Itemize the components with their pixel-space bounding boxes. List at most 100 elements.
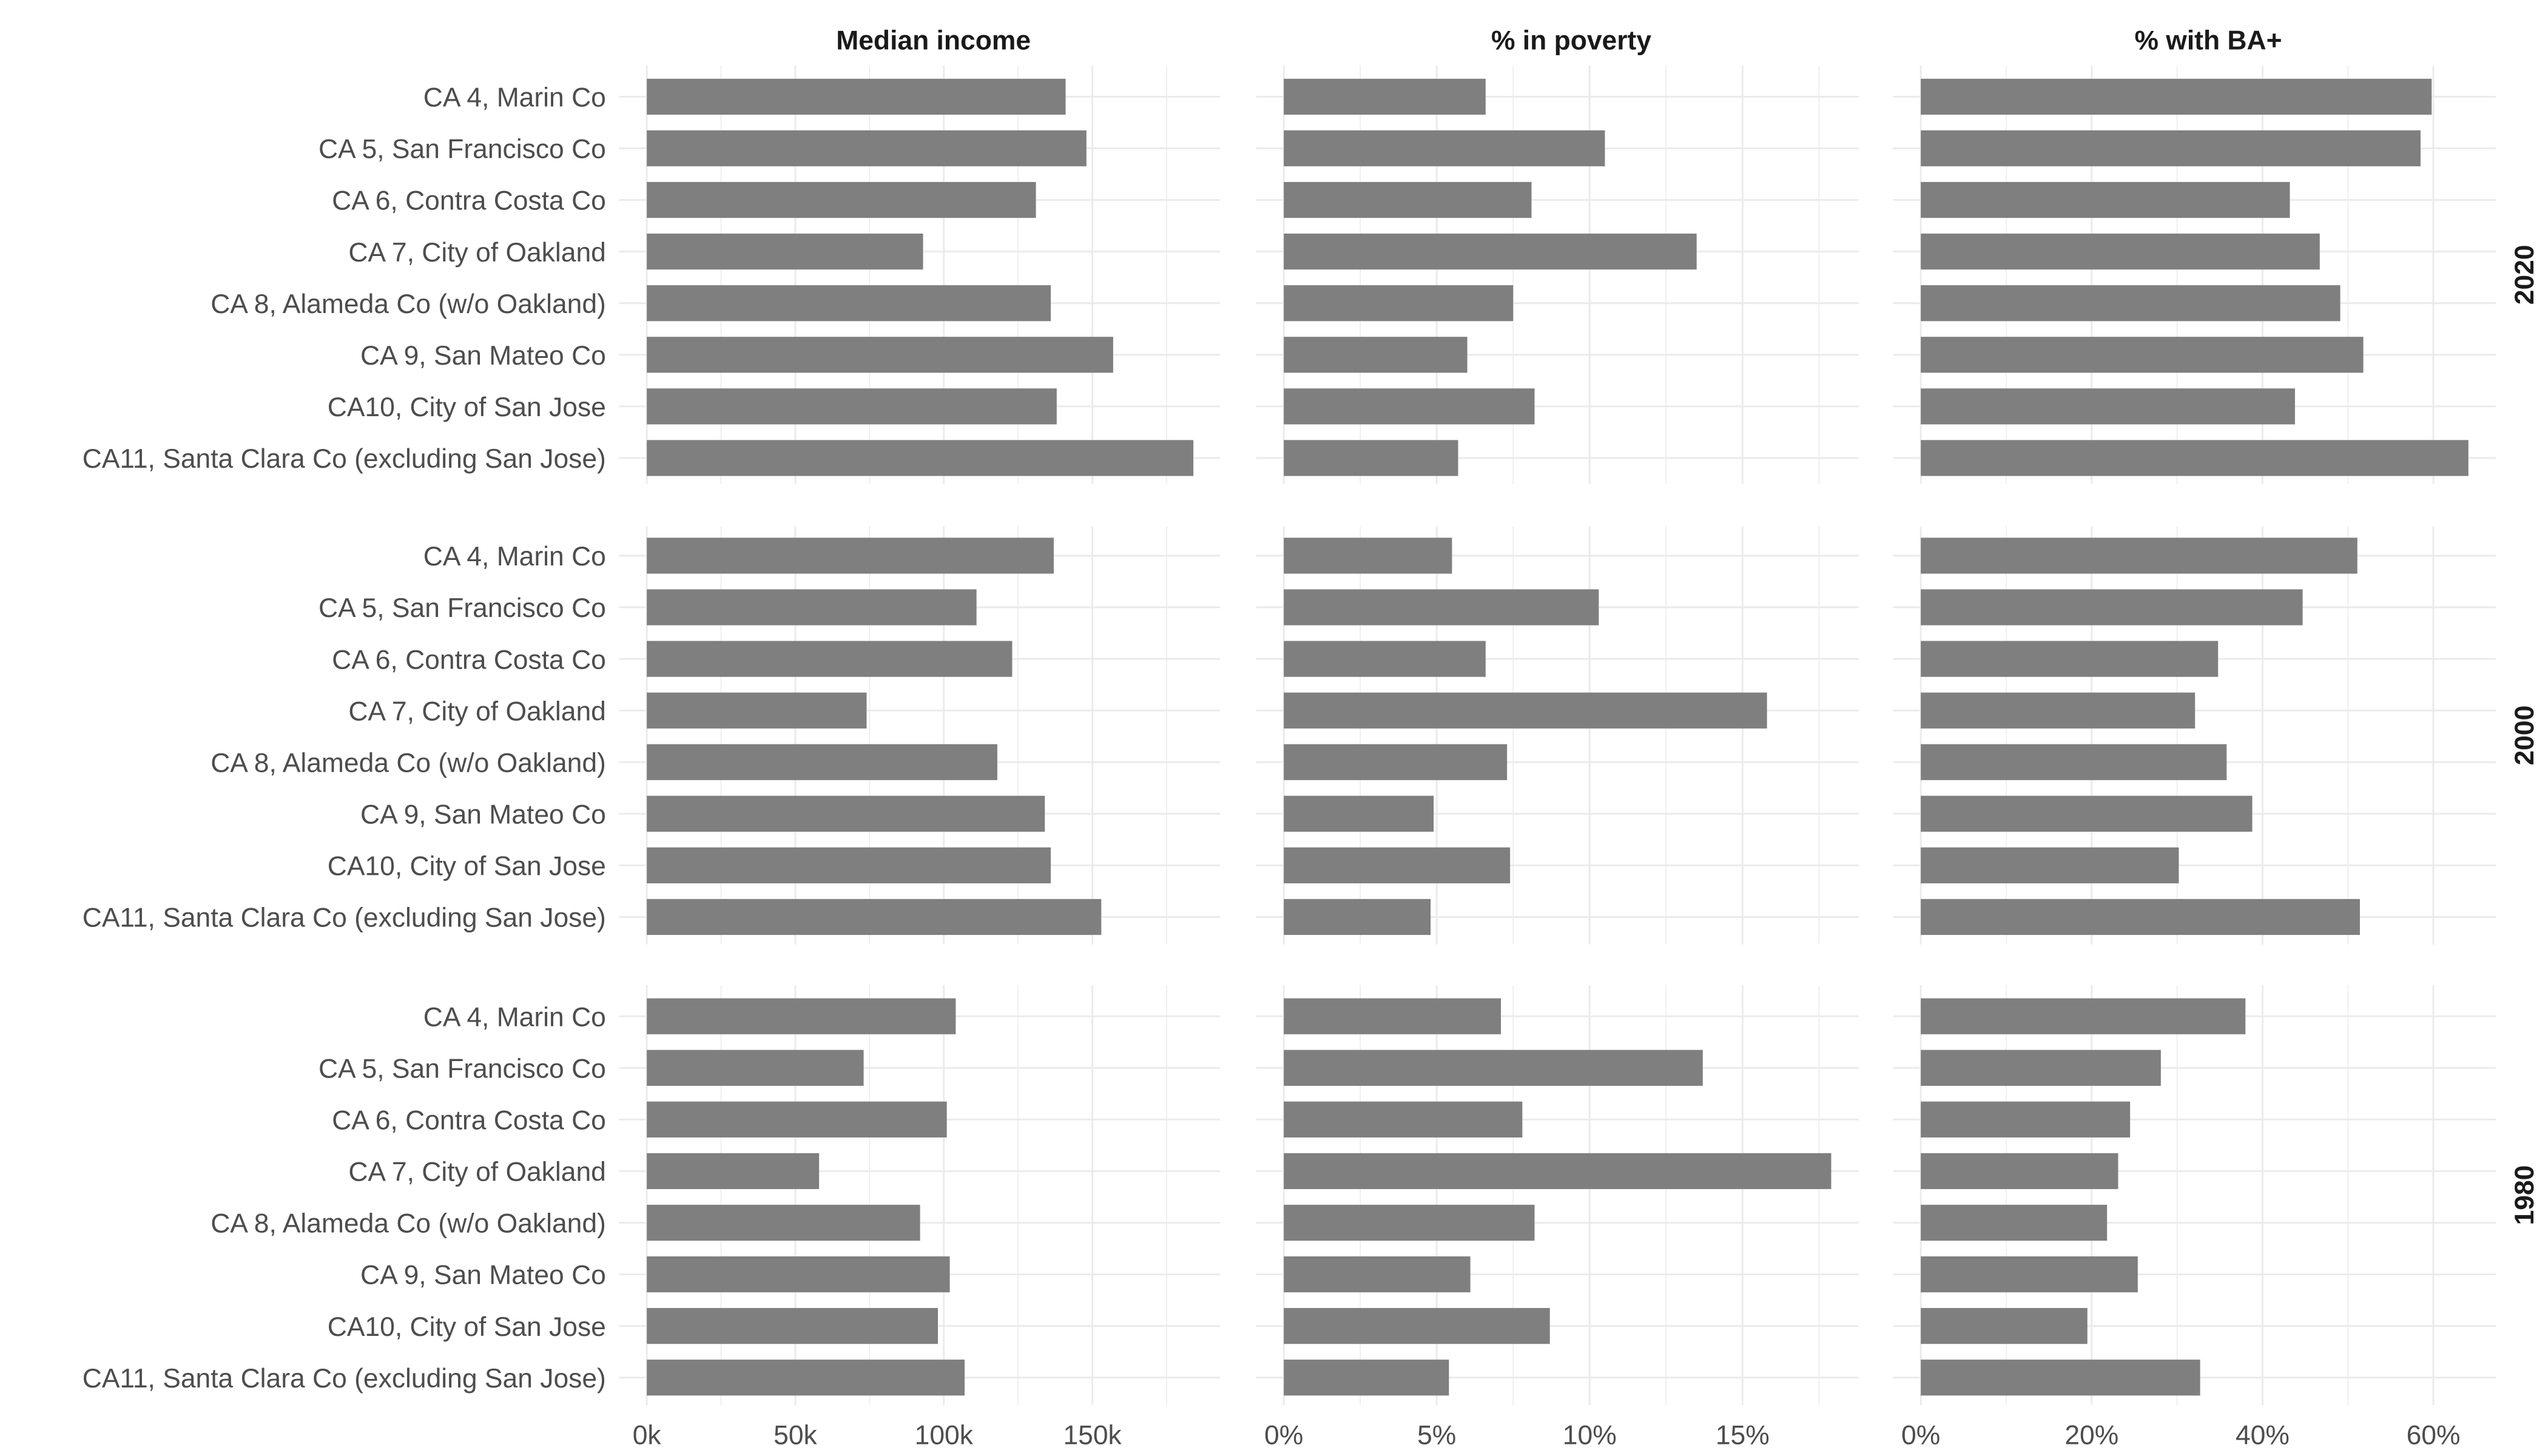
bar xyxy=(1284,641,1486,677)
y-category-label: CA 9, San Mateo Co xyxy=(360,800,606,830)
facet-strip-year: 2020 xyxy=(2510,244,2540,305)
bar xyxy=(1284,337,1468,373)
y-category-label: CA11, Santa Clara Co (excluding San Jose… xyxy=(83,444,606,474)
bar xyxy=(647,130,1087,167)
bar xyxy=(647,847,1051,884)
bar xyxy=(1921,795,2253,832)
bar xyxy=(1921,898,2360,935)
bar xyxy=(1284,285,1514,322)
bar xyxy=(1284,898,1431,935)
bar xyxy=(1921,130,2421,167)
bar xyxy=(1284,1101,1523,1138)
bar xyxy=(1284,78,1486,115)
x-tick-label: 0% xyxy=(1901,1421,1940,1451)
bar xyxy=(1921,744,2227,780)
bar xyxy=(647,78,1066,115)
y-category-label: CA 5, San Francisco Co xyxy=(318,593,606,623)
bar xyxy=(1921,234,2320,270)
bar xyxy=(1284,1153,1832,1190)
bar xyxy=(1921,78,2432,115)
bar xyxy=(647,1360,965,1396)
bar xyxy=(647,744,997,780)
bar xyxy=(1921,1256,2138,1293)
y-category-label: CA10, City of San Jose xyxy=(328,852,606,881)
y-category-label: CA11, Santa Clara Co (excluding San Jose… xyxy=(83,903,606,933)
y-category-label: CA 6, Contra Costa Co xyxy=(332,645,606,675)
bar xyxy=(1284,589,1599,625)
y-category-label: CA 7, City of Oakland xyxy=(348,696,606,726)
bar xyxy=(1284,1308,1550,1344)
facet-strip-year: 1980 xyxy=(2510,1165,2540,1225)
bar xyxy=(647,795,1045,832)
bar xyxy=(647,285,1051,322)
bar xyxy=(1284,744,1508,780)
bar xyxy=(1921,538,2358,574)
bar xyxy=(1284,440,1458,476)
bar xyxy=(1921,1308,2088,1344)
bar xyxy=(1921,1050,2161,1086)
y-category-label: CA 5, San Francisco Co xyxy=(318,135,606,164)
bar xyxy=(1921,1101,2131,1138)
facet-title: Median income xyxy=(836,25,1031,55)
y-category-label: CA10, City of San Jose xyxy=(328,1312,606,1342)
bar xyxy=(647,1101,947,1138)
x-tick-label: 20% xyxy=(2064,1421,2118,1451)
bar xyxy=(647,998,956,1034)
bar xyxy=(1284,1256,1471,1293)
bar xyxy=(1921,589,2303,625)
bar xyxy=(647,641,1013,677)
bar xyxy=(647,234,923,270)
y-category-label: CA 8, Alameda Co (w/o Oakland) xyxy=(211,1209,606,1239)
bar xyxy=(1284,795,1434,832)
y-category-label: CA11, Santa Clara Co (excluding San Jose… xyxy=(83,1364,606,1394)
bar xyxy=(1284,692,1767,729)
bar xyxy=(647,1050,864,1086)
facet-strip-year: 2000 xyxy=(2510,706,2540,766)
bar xyxy=(647,388,1057,425)
bar xyxy=(1921,1204,2108,1241)
bar xyxy=(1284,181,1532,218)
x-tick-label: 5% xyxy=(1417,1421,1456,1451)
x-tick-label: 15% xyxy=(1716,1421,1770,1451)
bar xyxy=(647,1256,950,1293)
x-tick-label: 0k xyxy=(633,1421,662,1451)
bar xyxy=(1921,1360,2200,1396)
bar xyxy=(647,538,1054,574)
x-tick-label: 40% xyxy=(2236,1421,2290,1451)
bar xyxy=(1921,337,2364,373)
x-tick-label: 10% xyxy=(1563,1421,1617,1451)
bar xyxy=(1284,130,1605,167)
bar xyxy=(1921,1153,2118,1190)
bar xyxy=(1284,388,1535,425)
y-category-label: CA 7, City of Oakland xyxy=(348,238,606,268)
bar xyxy=(647,1308,938,1344)
x-tick-label: 60% xyxy=(2407,1421,2461,1451)
bar xyxy=(1284,538,1452,574)
y-category-label: CA 8, Alameda Co (w/o Oakland) xyxy=(211,748,606,778)
bar xyxy=(1921,847,2179,884)
y-category-label: CA 4, Marin Co xyxy=(423,1002,606,1032)
bar xyxy=(1921,692,2196,729)
bar xyxy=(1284,847,1511,884)
bar xyxy=(1921,998,2246,1034)
bar xyxy=(647,589,977,625)
y-category-label: CA 4, Marin Co xyxy=(423,83,606,113)
x-tick-label: 100k xyxy=(915,1421,974,1451)
y-category-label: CA10, City of San Jose xyxy=(328,393,606,422)
facet-title: % in poverty xyxy=(1491,25,1651,55)
bar xyxy=(1284,1050,1703,1086)
y-category-label: CA 9, San Mateo Co xyxy=(360,1261,606,1290)
x-tick-label: 150k xyxy=(1063,1421,1122,1451)
bar xyxy=(1921,440,2469,476)
y-category-label: CA 6, Contra Costa Co xyxy=(332,186,606,216)
x-tick-label: 50k xyxy=(774,1421,817,1451)
bar xyxy=(1921,641,2219,677)
bar xyxy=(1284,234,1697,270)
y-category-label: CA 4, Marin Co xyxy=(423,542,606,571)
y-category-label: CA 8, Alameda Co (w/o Oakland) xyxy=(211,289,606,319)
bar xyxy=(647,1153,820,1190)
bar xyxy=(647,181,1036,218)
facet-title: % with BA+ xyxy=(2134,25,2282,55)
bar xyxy=(1284,1204,1535,1241)
